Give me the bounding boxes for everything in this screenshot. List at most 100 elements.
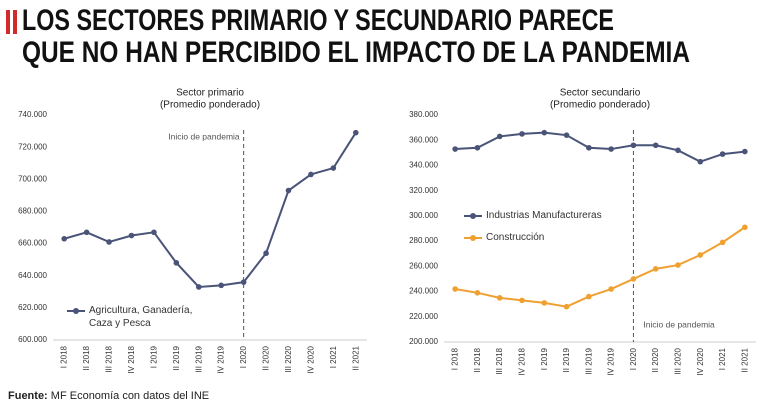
y-tick-label: 340.000 — [409, 161, 438, 170]
x-tick-label: I 2018 — [60, 345, 69, 368]
chart-subtitle: (Promedio ponderado) — [550, 100, 650, 111]
point — [330, 165, 337, 171]
point — [352, 129, 359, 136]
point — [541, 129, 548, 136]
chart-title: Sector secundario — [560, 88, 641, 99]
x-tick-label: II 2020 — [262, 345, 271, 370]
series-line — [454, 226, 746, 308]
x-tick-label: III 2020 — [284, 345, 293, 372]
y-tick-label: 720.000 — [18, 142, 47, 151]
x-tick-label: II 2020 — [651, 347, 660, 372]
y-tick-label: 240.000 — [409, 287, 438, 296]
y-tick-label: 380.000 — [409, 110, 438, 119]
x-tick-label: II 2019 — [562, 347, 571, 372]
point — [151, 229, 157, 236]
legend-marker — [470, 235, 476, 241]
x-tick-label: II 2019 — [172, 345, 181, 370]
point — [263, 250, 269, 257]
x-tick-label: I 2018 — [451, 347, 460, 370]
point — [697, 158, 704, 165]
legend-label: Construcción — [486, 232, 545, 243]
x-tick-label: III 2018 — [105, 345, 114, 372]
y-tick-label: 640.000 — [18, 271, 47, 280]
legend-item: Agricultura, Ganadería, Caza y Pesca — [67, 304, 217, 330]
source-label: Fuente: — [8, 390, 48, 402]
point — [697, 252, 704, 258]
point — [195, 284, 202, 290]
x-tick-label: I 2020 — [239, 345, 248, 368]
point — [61, 235, 68, 242]
point — [652, 142, 659, 149]
point — [106, 239, 112, 245]
series-line — [63, 132, 357, 288]
point — [519, 297, 525, 304]
point — [742, 224, 748, 231]
x-tick-label: IV 2019 — [607, 347, 616, 375]
chart-title: Sector primario — [176, 88, 244, 99]
point — [586, 293, 592, 300]
y-tick-label: 620.000 — [18, 303, 47, 312]
x-tick-label: I 2020 — [629, 347, 638, 370]
source-text: MF Economía con datos del INE — [50, 390, 210, 402]
point — [675, 262, 681, 268]
point — [474, 144, 481, 151]
series-line — [455, 131, 745, 163]
x-tick-label: IV 2018 — [518, 347, 527, 375]
y-tick-label: 660.000 — [18, 239, 47, 248]
point — [240, 279, 247, 285]
legend-item: Construcción — [464, 231, 664, 244]
x-tick-label: IV 2020 — [306, 345, 315, 373]
legend-label: Industrias Manufactureras — [486, 210, 602, 221]
point — [474, 290, 481, 296]
legend-item: Industrias Manufactureras — [464, 209, 664, 222]
y-tick-label: 220.000 — [409, 312, 438, 321]
point — [173, 260, 180, 266]
x-tick-label: II 2021 — [351, 345, 360, 370]
y-tick-label: 740.000 — [18, 110, 47, 119]
y-tick-label: 300.000 — [409, 211, 438, 220]
point — [652, 266, 659, 272]
point — [719, 239, 726, 246]
x-tick-label: III 2020 — [674, 347, 683, 374]
x-tick-label: IV 2018 — [127, 345, 136, 373]
point — [586, 144, 592, 151]
page-title: LOS SECTORES PRIMARIO Y SECUNDARIO PAREC… — [22, 4, 614, 37]
x-tick-label: I 2021 — [329, 345, 338, 368]
y-tick-label: 360.000 — [409, 135, 438, 144]
y-tick-label: 200.000 — [409, 337, 438, 346]
x-tick-label: III 2018 — [495, 347, 504, 374]
y-tick-label: 280.000 — [409, 236, 438, 245]
x-tick-label: II 2021 — [740, 347, 749, 372]
point — [563, 303, 570, 310]
legend-marker — [470, 213, 476, 219]
point — [608, 286, 614, 292]
annotation: Inicio de pandemia — [168, 131, 240, 141]
x-tick-label: II 2018 — [473, 347, 482, 372]
x-tick-label: II 2018 — [82, 345, 91, 370]
legend-marker — [73, 308, 79, 314]
point — [608, 146, 614, 152]
title-bar — [6, 10, 10, 34]
legend-key — [464, 209, 482, 222]
x-tick-label: IV 2020 — [696, 347, 705, 375]
x-tick-label: III 2019 — [194, 345, 203, 372]
point — [630, 276, 637, 282]
legend: Agricultura, Ganadería, Caza y Pesca — [67, 304, 217, 339]
point — [563, 132, 570, 138]
point — [496, 295, 503, 301]
point — [285, 187, 292, 194]
title-bar — [13, 10, 17, 34]
point — [308, 171, 314, 178]
point — [541, 300, 548, 306]
annotation: Inicio de pandemia — [643, 319, 715, 329]
point — [83, 229, 90, 236]
point — [218, 282, 225, 289]
point — [128, 232, 135, 239]
point — [742, 148, 748, 155]
y-tick-label: 260.000 — [409, 261, 438, 270]
point — [719, 151, 726, 157]
point — [452, 286, 458, 292]
legend-key — [67, 304, 85, 317]
point — [519, 131, 525, 137]
legend-key — [464, 231, 482, 244]
